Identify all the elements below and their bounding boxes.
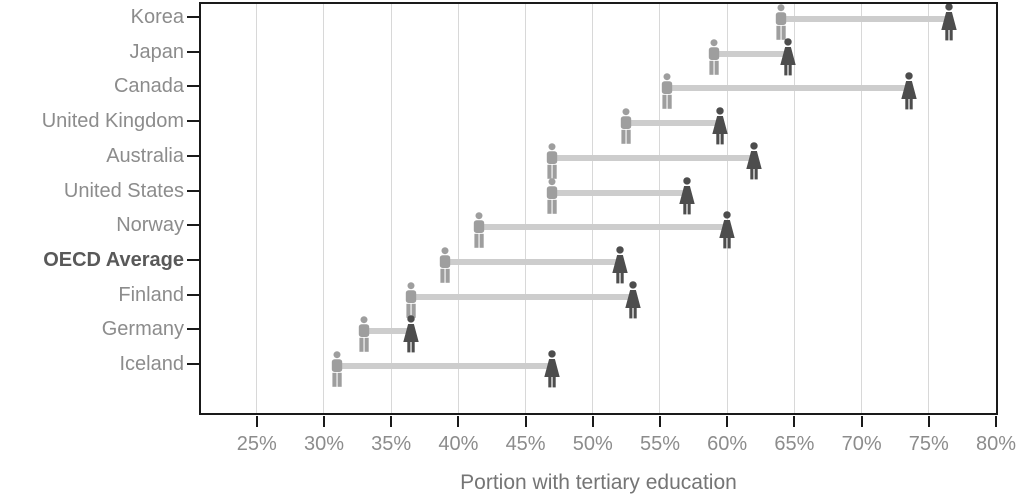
man-icon [471,212,487,253]
man-icon [659,73,675,114]
grid-line [323,4,325,413]
man-icon [356,316,372,357]
y-axis-label: Canada [113,75,184,98]
row-connector [780,16,949,22]
y-axis-label: Korea [130,6,184,28]
x-axis-tick [524,416,527,427]
row-connector [411,293,634,300]
grid-line [659,4,661,413]
grid-line [390,4,392,413]
woman-icon [609,246,631,289]
woman-icon [676,176,698,220]
row-connector [552,189,687,196]
y-axis-tick [187,85,199,88]
y-axis-label: Japan [129,40,185,63]
y-axis-tick [187,16,199,18]
grid-line [525,4,527,413]
man-icon [329,351,345,392]
x-tick-label: 50% [572,433,613,455]
man-icon [544,142,560,184]
x-axis-tick [726,416,729,427]
x-tick-label: 30% [303,433,344,455]
x-tick-label: 25% [236,433,277,455]
woman-icon [777,37,799,81]
man-icon [544,177,560,219]
x-tick-label: 70% [841,433,882,455]
x-axis-tick [793,416,796,427]
grid-line [726,4,728,413]
x-tick-label: 80% [975,433,1017,455]
x-tick-label: 40% [438,433,479,455]
grid-line [256,4,258,413]
y-axis-label: OECD Average [43,248,184,271]
x-axis-tick [927,416,930,427]
x-axis-tick [860,416,863,427]
y-axis-tick [187,328,199,331]
row-connector [626,120,721,127]
man-icon [618,108,634,149]
woman-icon [938,4,960,46]
man-icon [706,38,722,80]
x-tick-label: 60% [707,433,748,455]
woman-icon [541,350,563,393]
woman-icon [898,72,920,115]
woman-icon [716,211,738,254]
y-axis-tick [187,363,199,365]
grid-line [592,4,594,413]
x-tick-label: 75% [908,433,949,455]
y-axis-label: United States [63,179,184,202]
x-tick-label: 55% [639,433,680,455]
y-axis-label: Australia [106,144,184,167]
man-icon [773,4,789,45]
y-axis-label: United Kingdom [41,110,184,133]
man-icon [437,247,453,288]
y-axis-tick [187,189,199,192]
x-axis-tick [390,416,393,427]
x-axis-tick [457,416,460,427]
x-axis-tick [322,416,325,427]
woman-icon [622,280,644,324]
y-axis-tick [187,50,199,53]
x-tick-label: 45% [505,433,546,455]
x-axis-title: Portion with tertiary education [460,471,737,494]
row-connector [552,154,755,161]
x-tick-label: 35% [371,433,412,455]
plot-area [199,2,998,415]
row-connector [337,363,553,369]
row-connector [713,50,788,57]
row-connector [478,224,728,231]
y-axis-label: Germany [101,318,184,341]
y-axis-label: Norway [116,214,184,237]
y-axis-tick [187,293,199,296]
grid-line [928,4,930,413]
y-axis-tick [187,120,199,123]
woman-icon [709,107,731,150]
row-connector [364,328,412,335]
x-axis-tick [255,416,258,427]
row-connector [666,85,909,92]
grid-line [861,4,863,413]
woman-icon [743,141,765,185]
grid-line [793,4,795,413]
y-axis-tick [187,224,199,227]
grid-line [457,4,459,413]
row-connector [444,258,620,265]
y-axis-label: Finland [118,283,184,306]
x-axis-tick [658,416,661,427]
x-axis-tick [591,416,594,427]
y-axis-label: Iceland [119,353,185,375]
woman-icon [400,315,422,358]
grid-line [995,4,996,413]
x-tick-label: 65% [774,433,815,455]
x-axis-tick [995,416,997,427]
man-icon [403,281,419,323]
y-axis-tick [187,154,199,157]
y-axis-tick [187,258,199,261]
